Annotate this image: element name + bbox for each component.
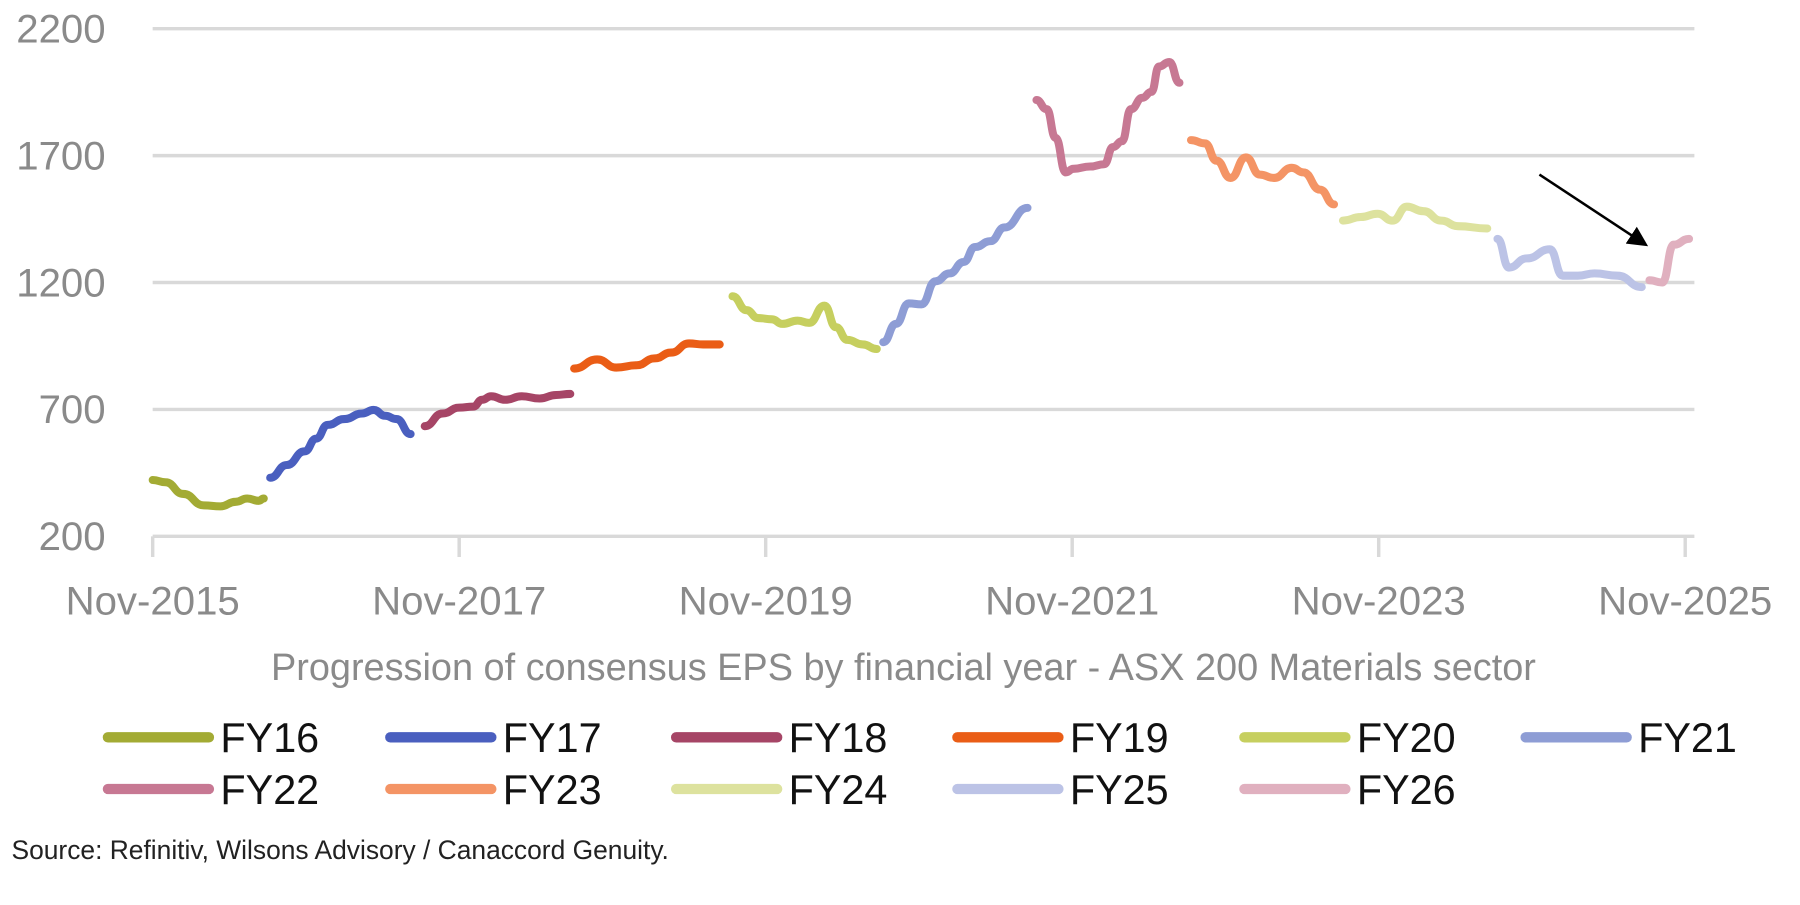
- series-line-fy25: [1493, 234, 1646, 292]
- series-line-fy22: [1032, 57, 1184, 177]
- legend-item-fy26: FY26: [1239, 767, 1456, 813]
- x-tick-label: Nov-2023: [1292, 578, 1466, 623]
- legend-item-fy17: FY17: [385, 715, 602, 761]
- x-tick-label: Nov-2017: [372, 578, 546, 623]
- x-axis-title: Progression of consensus EPS by financia…: [271, 647, 1536, 689]
- legend-label: FY16: [220, 715, 319, 761]
- series-line-fy26: [1645, 234, 1694, 287]
- legend-label: FY24: [789, 767, 888, 813]
- x-tick-label: Nov-2021: [985, 578, 1159, 623]
- legend-item-fy20: FY20: [1239, 715, 1456, 761]
- legend-item-fy24: FY24: [670, 767, 888, 813]
- y-tick-label: 200: [39, 514, 106, 559]
- series-line-fy17: [266, 405, 415, 482]
- legend-item-fy25: FY25: [952, 767, 1169, 813]
- series-line-fy21: [879, 203, 1032, 347]
- series-line-fy19: [570, 339, 724, 373]
- x-axis-labels: Nov-2015 Nov-2017 Nov-2019 Nov-2021 Nov-2023…: [66, 578, 1773, 623]
- legend-label: FY19: [1070, 715, 1169, 761]
- annotation-arrow: [1538, 173, 1649, 247]
- legend-label: FY25: [1070, 767, 1169, 813]
- legend-item-fy22: FY22: [102, 767, 319, 813]
- legend-item-fy23: FY23: [385, 767, 602, 813]
- y-tick-label: 2200: [16, 6, 105, 51]
- x-tick-label: Nov-2019: [679, 578, 853, 623]
- legend-label: FY18: [789, 715, 888, 761]
- series-lines: [148, 57, 1694, 511]
- legend-label: FY23: [503, 767, 602, 813]
- y-tick-label: 700: [39, 387, 106, 432]
- x-tick-label: Nov-2025: [1598, 578, 1772, 623]
- series-line-fy24: [1338, 202, 1492, 233]
- y-tick-label: 1200: [16, 260, 105, 305]
- legend-label: FY20: [1357, 715, 1456, 761]
- legend-label: FY17: [503, 715, 602, 761]
- series-line-fy16: [148, 475, 268, 511]
- gridlines: [150, 26, 1695, 558]
- legend-item-fy19: FY19: [952, 715, 1169, 761]
- x-tick-label: Nov-2015: [66, 578, 240, 623]
- series-line-fy18: [420, 389, 575, 431]
- legend-label: FY26: [1357, 767, 1456, 813]
- legend-label: FY22: [220, 767, 319, 813]
- legend-item-fy16: FY16: [102, 715, 319, 761]
- legend: FY16 FY17 FY18 FY19 FY20 FY21 FY22 FY23 FY24 FY25…: [102, 715, 1737, 813]
- legend-item-fy18: FY18: [670, 715, 888, 761]
- legend-label: FY21: [1638, 715, 1737, 761]
- series-line-fy23: [1186, 136, 1339, 209]
- series-line-fy20: [728, 292, 881, 354]
- source-note: Source: Refinitiv, Wilsons Advisory / Ca…: [11, 835, 668, 865]
- legend-item-fy21: FY21: [1520, 715, 1737, 761]
- y-axis-labels: 2200 1700 1200 700 200: [16, 6, 105, 559]
- y-tick-label: 1700: [16, 133, 105, 178]
